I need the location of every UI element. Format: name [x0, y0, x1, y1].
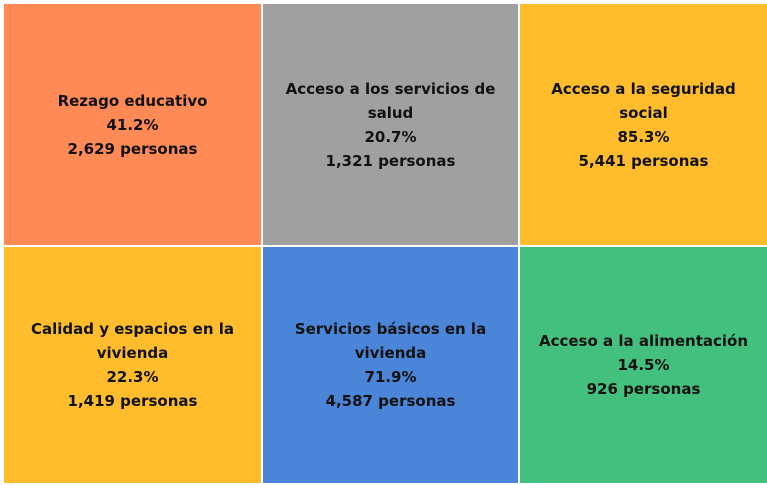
tile-label: Rezago educativo	[57, 91, 208, 110]
tile: Calidad y espacios en la vivienda 22.3% 1,…	[4, 247, 261, 483]
tile-percent: 71.9%	[364, 368, 417, 386]
tile: Rezago educativo 41.2% 2,629 personas	[4, 4, 261, 245]
tile: Acceso a la seguridad social 85.3% 5,441 p…	[520, 4, 767, 245]
tile: Acceso a la alimentación 14.5% 926 persona…	[520, 247, 767, 483]
tile-label: Servicios básicos en la vivienda	[294, 320, 487, 362]
tile-percent: 14.5%	[617, 356, 670, 374]
tile-percent: 20.7%	[364, 127, 417, 146]
tile-people: 4,587 personas	[325, 392, 456, 410]
tile: Acceso a los servicios de salud 20.7% 1,32…	[263, 4, 518, 245]
tile-percent: 22.3%	[106, 368, 159, 386]
tile-percent: 41.2%	[106, 115, 159, 134]
tile: Servicios básicos en la vivienda 71.9% 4,5…	[263, 247, 518, 483]
tile-grid: Rezago educativo 41.2% 2,629 personas Acces…	[4, 4, 767, 485]
tile-people: 1,419 personas	[67, 392, 198, 410]
tile-people: 926 personas	[586, 380, 701, 398]
tile-people: 1,321 personas	[325, 151, 456, 170]
tile-people: 5,441 personas	[578, 151, 709, 170]
tile-label: Acceso a la alimentación	[538, 332, 749, 350]
tile-label: Acceso a la seguridad social	[551, 79, 736, 122]
tile-percent: 85.3%	[617, 127, 670, 146]
tile-label: Calidad y espacios en la vivienda	[30, 320, 235, 362]
tile-people: 2,629 personas	[67, 139, 198, 158]
tile-label: Acceso a los servicios de salud	[285, 79, 496, 122]
